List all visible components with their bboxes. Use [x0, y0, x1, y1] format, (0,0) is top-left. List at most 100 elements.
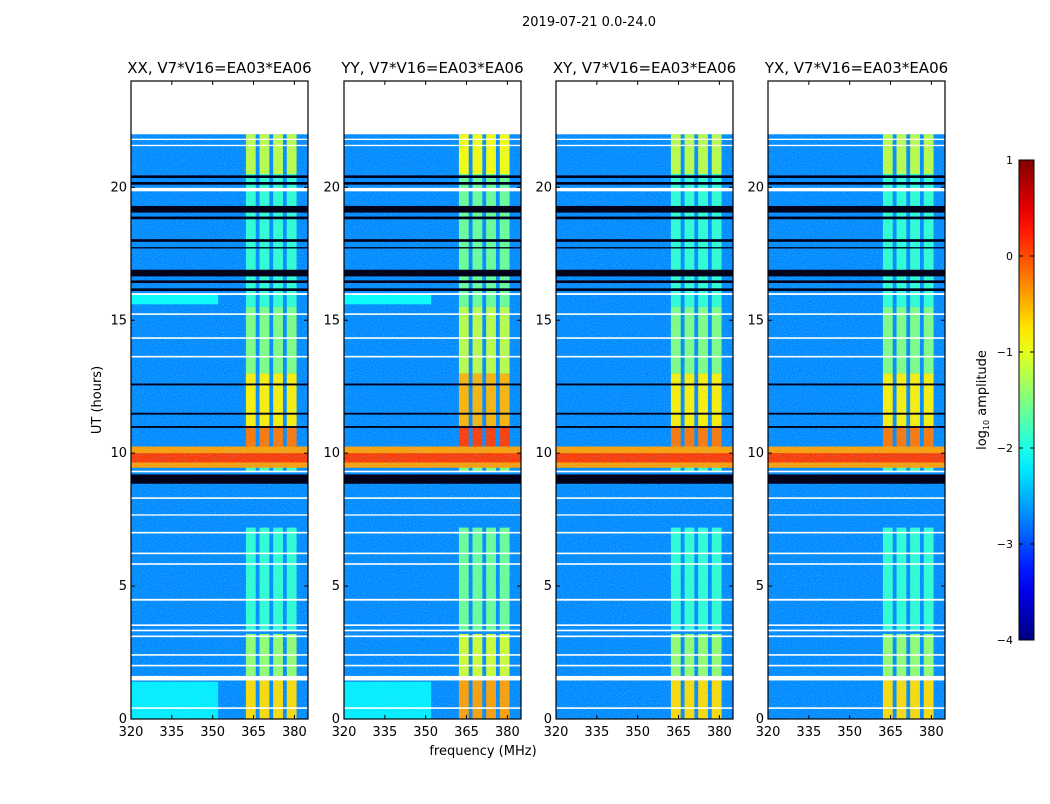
- dark-row: [344, 216, 521, 220]
- flagged-row: [344, 313, 521, 315]
- panel-title: XX, V7*V16=EA03*EA06: [127, 59, 311, 77]
- panel-title: YY, V7*V16=EA03*EA06: [340, 59, 523, 77]
- flagged-row: [131, 187, 308, 192]
- x-tick-label: 350: [200, 725, 225, 740]
- flagged-row: [556, 707, 733, 709]
- flagged-row: [131, 293, 308, 295]
- x-tick-label: 335: [796, 725, 821, 740]
- flagged-row: [768, 675, 945, 681]
- dark-row: [131, 426, 308, 428]
- dark-row: [131, 288, 308, 292]
- dark-row: [768, 412, 945, 415]
- dark-row: [131, 216, 308, 220]
- colorbar-tick-label: 0: [1006, 250, 1013, 263]
- dark-row: [131, 182, 308, 185]
- y-tick-label: 15: [110, 313, 127, 328]
- flagged-row: [768, 497, 945, 499]
- panels: XX, V7*V16=EA03*EA06 320 335 350 365 380 0 5 10 1…: [110, 59, 948, 740]
- flagged-row: [556, 664, 733, 667]
- y-tick-label: 5: [119, 579, 127, 594]
- panel-title: YX, V7*V16=EA03*EA06: [764, 59, 948, 77]
- y-tick-label: 10: [535, 446, 552, 461]
- flagged-row: [131, 624, 308, 626]
- flagged-row: [344, 144, 521, 147]
- dark-row: [556, 288, 733, 292]
- flagged-row: [344, 598, 521, 601]
- flagged-row: [131, 552, 308, 555]
- colorbar: 1 0 −1 −2 −3 −4 log10 amplitude: [975, 154, 1035, 647]
- flagged-row: [131, 138, 308, 141]
- colorbar-tick-label: −4: [997, 634, 1013, 647]
- y-tick-label: 10: [110, 446, 127, 461]
- dark-row: [768, 383, 945, 386]
- flagged-row: [556, 654, 733, 656]
- flagged-row: [556, 355, 733, 358]
- panel-image: [556, 81, 733, 719]
- flagged-row: [768, 707, 945, 709]
- x-tick-label: 380: [282, 725, 307, 740]
- dark-row: [768, 426, 945, 428]
- flagged-row: [768, 337, 945, 339]
- panel-image: [131, 81, 308, 719]
- dark-row: [768, 205, 945, 213]
- dark-row: [344, 426, 521, 428]
- flagged-row: [131, 531, 308, 534]
- flagged-row: [131, 355, 308, 358]
- dark-row: [556, 426, 733, 428]
- colorbar-label: log10 amplitude: [975, 350, 991, 450]
- flagged-row: [768, 635, 945, 638]
- flagged-row: [131, 497, 308, 499]
- x-tick-label: 320: [332, 725, 357, 740]
- dark-row: [556, 216, 733, 220]
- flagged-row: [768, 563, 945, 565]
- y-tick-label: 0: [332, 712, 340, 727]
- flagged-row: [131, 470, 308, 473]
- panel-frame: [343, 80, 522, 720]
- flagged-row: [344, 337, 521, 339]
- no-data-region: [768, 81, 945, 135]
- colorbar-tick-label: −2: [997, 442, 1013, 455]
- dark-row: [556, 247, 733, 249]
- dark-row: [344, 269, 521, 277]
- x-tick-label: 365: [878, 725, 903, 740]
- dark-row: [768, 288, 945, 292]
- flagged-row: [768, 531, 945, 534]
- flagged-row: [344, 138, 521, 141]
- flagged-row: [344, 531, 521, 534]
- dark-row: [556, 182, 733, 185]
- flagged-row: [131, 514, 308, 516]
- dark-row: [131, 412, 308, 415]
- flagged-row: [768, 470, 945, 473]
- dark-row: [344, 175, 521, 179]
- flagged-row: [344, 664, 521, 667]
- flagged-row: [768, 187, 945, 192]
- flagged-row: [344, 552, 521, 555]
- dark-row: [131, 269, 308, 277]
- dark-row: [344, 205, 521, 213]
- colorbar-gradient: [1018, 159, 1035, 641]
- y-tick-label: 15: [323, 313, 340, 328]
- panel: YY, V7*V16=EA03*EA06 320 335 350 365 380 0 5 10 1…: [323, 59, 523, 740]
- flagged-row: [768, 654, 945, 656]
- flagged-row: [131, 337, 308, 339]
- noise-texture: [556, 81, 733, 719]
- dark-row: [768, 216, 945, 220]
- y-axis-label: UT (hours): [90, 366, 105, 434]
- dark-row: [556, 474, 733, 484]
- flagged-row: [556, 531, 733, 534]
- flagged-row: [131, 598, 308, 601]
- flagged-row: [556, 293, 733, 295]
- flagged-row: [344, 187, 521, 192]
- x-tick-label: 365: [241, 725, 266, 740]
- dark-row: [344, 280, 521, 284]
- y-tick-label: 20: [535, 180, 552, 195]
- x-tick-label: 365: [454, 725, 479, 740]
- y-tick-label: 20: [747, 180, 764, 195]
- dark-row: [344, 239, 521, 242]
- noise-texture: [768, 81, 945, 719]
- flagged-row: [556, 624, 733, 626]
- flagged-row: [556, 187, 733, 192]
- dark-row: [768, 247, 945, 249]
- flagged-row: [556, 144, 733, 147]
